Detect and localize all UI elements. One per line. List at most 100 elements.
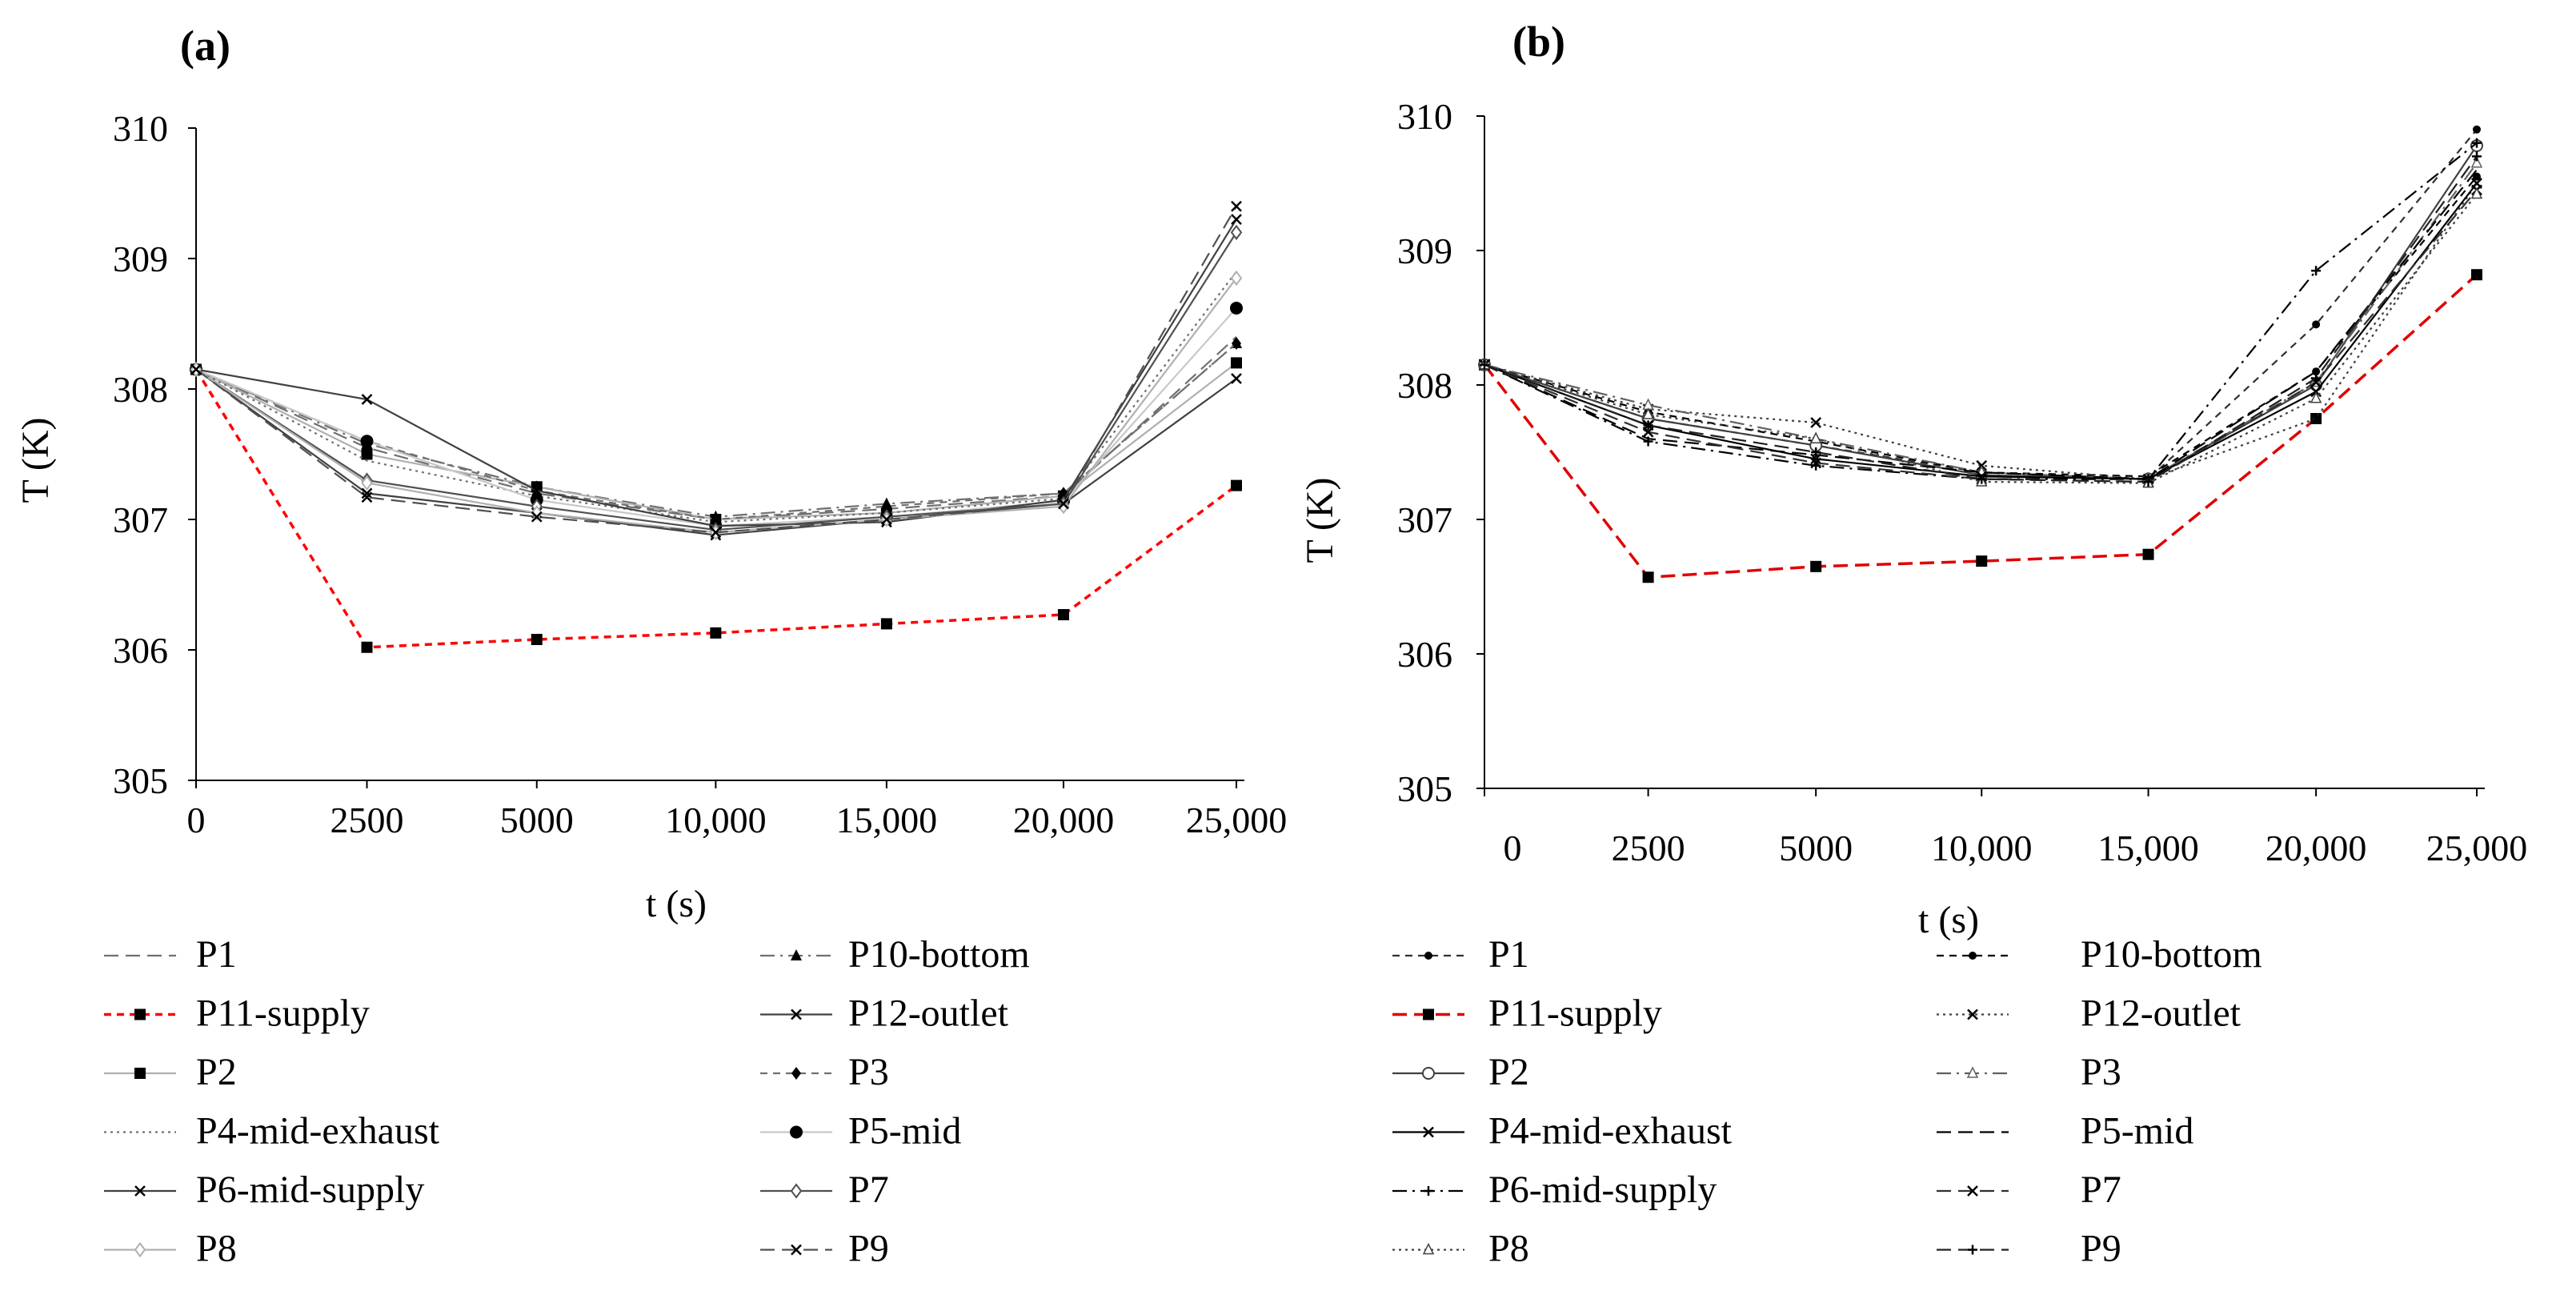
data-point-p11-supply [1810,560,1822,572]
data-point-p9 [190,363,202,375]
series-p10-bottom [1480,172,2481,481]
series-line-p2 [195,362,1237,521]
x-tick-label: 15,000 [2097,828,2199,868]
legend-item-p11-supply: P11-supply [1392,992,1662,1035]
data-point-p9 [361,491,373,503]
legend-item-p12-outlet: P12-outlet [760,992,1009,1035]
y-tick-label: 305 [1397,768,1452,809]
series-p11-supply [190,363,1242,653]
panel-a-legend: P1 P10-bottom P11-supply P12-outlet P2 P3 P4-m… [104,933,1030,1270]
panel-b: (b) T (K) t (s) 305 306 307 308 309 310 0 2500 5… [1299,18,2527,1270]
data-point-p3 [2470,156,2483,168]
data-point-p11-supply [2471,269,2482,281]
panel-b-legend: P1 P10-bottom P11-supply P12-outlet P2 P3 P4-m… [1392,933,2262,1270]
legend-label-p5-mid: P5-mid [848,1110,961,1153]
legend-item-p4-mid-exhaust: P4-mid-exhaust [1392,1110,1733,1153]
data-point-p9 [1058,498,1069,510]
data-point-p7 [1230,224,1243,241]
legend-marker-p12-outlet [791,1008,802,1020]
series-p9 [190,200,1242,539]
series-p6-mid-supply [190,214,1242,532]
series-line-p7 [1484,189,2478,483]
data-point-p5-mid [360,435,374,448]
series-p2 [190,357,1242,525]
legend-label-p1: P1 [196,933,237,976]
legend-item-p1: P1 [1392,933,1529,976]
x-tick-label: 10,000 [665,800,767,840]
series-p3 [191,336,1241,526]
legend-item-p8: P8 [104,1228,237,1270]
legend-label-p5-mid: P5-mid [2081,1110,2193,1153]
legend-label-p2: P2 [196,1051,237,1093]
legend-marker-p8 [134,1241,146,1258]
data-point-p9 [1480,359,1489,370]
legend-marker-p8 [1422,1242,1435,1255]
series-line-p5-mid [1484,169,2478,480]
series-p1 [1480,125,2481,483]
legend-marker-p1 [1424,952,1432,960]
legend-item-p4-mid-exhaust: P4-mid-exhaust [104,1110,440,1153]
data-point-p8 [1230,270,1243,287]
series-line-p4-mid-exhaust [1484,182,2478,480]
legend-marker-p6-mid-supply [1424,1186,1433,1196]
data-point-p9 [2311,373,2322,383]
data-point-p2 [361,448,373,460]
legend-item-p2: P2 [104,1051,237,1093]
legend-label-p4-mid-exhaust: P4-mid-exhaust [1488,1110,1733,1153]
panel-b-ylabel: T (K) [1299,477,1341,563]
y-tick-label: 308 [1397,365,1452,406]
x-tick-label: 20,000 [1013,800,1115,840]
y-tick-label: 307 [113,499,168,540]
legend-label-p11-supply: P11-supply [1488,992,1662,1035]
x-tick-label: 10,000 [1931,828,2033,868]
data-point-p11-supply [1231,479,1242,491]
legend-marker-p7 [1967,1185,1978,1197]
series-p8 [1478,186,2483,488]
data-point-p9 [880,514,892,525]
series-line-p11-supply [194,368,1238,649]
series-p5-mid [190,301,1243,533]
legend-item-p1: P1 [104,933,237,976]
x-tick-label: 25,000 [2426,828,2528,868]
data-point-p7 [1642,426,1654,438]
legend-item-p11-supply: P11-supply [104,992,370,1035]
series-p11-supply [1479,269,2482,583]
series-p4-mid-exhaust [1479,178,2482,485]
legend-label-p9: P9 [2081,1228,2121,1270]
data-point-p9 [1231,200,1242,212]
legend-marker-p11-supply [134,1008,146,1020]
legend-label-p1: P1 [1488,933,1529,976]
data-point-p2 [1231,357,1242,369]
series-line-p2 [1484,145,2478,480]
legend-item-p3: P3 [1937,1051,2121,1093]
legend-label-p3: P3 [848,1051,889,1093]
panel-a-xlabel: t (s) [646,883,707,925]
data-point-p6-mid-supply [2311,266,2322,276]
legend-label-p3: P3 [2081,1051,2121,1093]
y-tick-label: 309 [113,239,168,279]
legend-item-p6-mid-supply: P6-mid-supply [104,1169,424,1211]
x-tick-label: 2500 [331,800,404,840]
series-p6-mid-supply [1480,138,2482,484]
data-point-p6-mid-supply [2472,138,2482,148]
data-point-p12-outlet [2310,413,2322,424]
data-point-p8 [2310,391,2322,403]
data-point-p9 [531,511,543,523]
legend-item-p7: P7 [760,1169,889,1211]
data-point-p9 [1643,420,1653,431]
data-point-p11-supply [1642,571,1654,583]
data-point-p6-mid-supply [361,394,373,405]
data-point-p8 [1642,407,1654,419]
series-line-p3 [195,343,1237,521]
y-tick-label: 310 [113,108,168,149]
data-point-p11-supply [1976,555,1988,567]
legend-marker-p10-bottom [1969,952,1977,960]
series-line-p5-mid [195,307,1237,527]
data-point-p9 [1977,474,1987,484]
panel-a-ylabel: T (K) [14,417,57,503]
legend-label-p10-bottom: P10-bottom [848,933,1030,976]
legend-marker-p2 [1422,1067,1435,1080]
data-point-p12-outlet [1810,417,1822,428]
x-tick-label: 25,000 [1186,800,1288,840]
data-point-p11-supply [2142,548,2154,560]
